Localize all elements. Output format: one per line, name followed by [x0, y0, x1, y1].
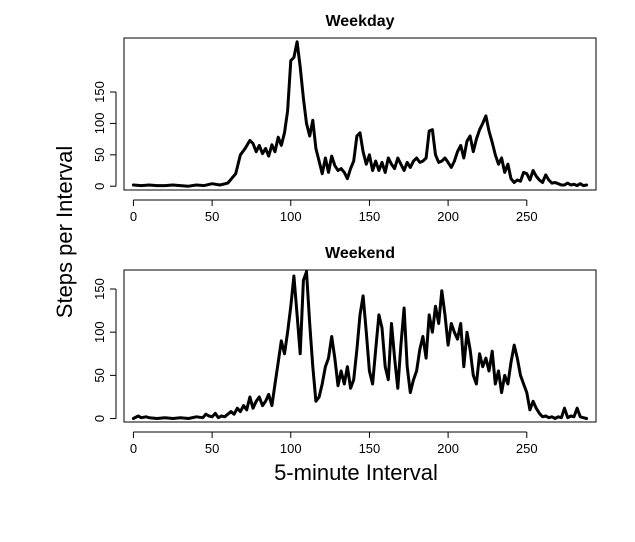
weekend-plot-frame	[123, 269, 597, 423]
weekday-plot-frame	[123, 37, 597, 191]
weekend-y-tick-label: 100	[92, 321, 107, 343]
weekday-y-tick-label: 0	[92, 183, 107, 190]
weekend-x-tick-label: 200	[437, 441, 459, 456]
weekday-title: Weekday	[325, 13, 394, 30]
y-axis-label: Steps per Interval	[52, 146, 77, 318]
weekday-x-tick-label: 200	[437, 209, 459, 224]
weekend-y-tick-label: 50	[92, 368, 107, 382]
weekend-y-tick-label: 0	[92, 415, 107, 422]
weekend-y-tick-label: 150	[92, 278, 107, 300]
weekday-x-tick-label: 150	[359, 209, 381, 224]
weekday-x-tick-label: 50	[205, 209, 219, 224]
weekday-x-tick-label: 0	[130, 209, 137, 224]
weekday-y-tick-label: 100	[92, 113, 107, 135]
x-axis-label: 5-minute Interval	[274, 460, 438, 485]
weekend-panel: Weekend 0 50 100 150 200 250 0 50 100 150	[92, 245, 597, 456]
weekday-x-tick-label: 100	[280, 209, 302, 224]
weekend-series-line	[131, 270, 589, 420]
weekend-x-tick-label: 250	[516, 441, 538, 456]
weekend-title: Weekend	[325, 245, 395, 262]
weekend-x-tick-label: 0	[130, 441, 137, 456]
weekend-x-tick-label: 50	[205, 441, 219, 456]
weekday-series-line	[131, 40, 589, 188]
weekend-x-tick-label: 150	[359, 441, 381, 456]
weekday-panel: Weekday 0 50 100 150 200 250 0 50 100 150	[92, 13, 597, 224]
weekday-x-tick-label: 250	[516, 209, 538, 224]
weekend-x-tick-label: 100	[280, 441, 302, 456]
weekday-y-tick-label: 150	[92, 81, 107, 103]
weekday-y-tick-label: 50	[92, 148, 107, 162]
